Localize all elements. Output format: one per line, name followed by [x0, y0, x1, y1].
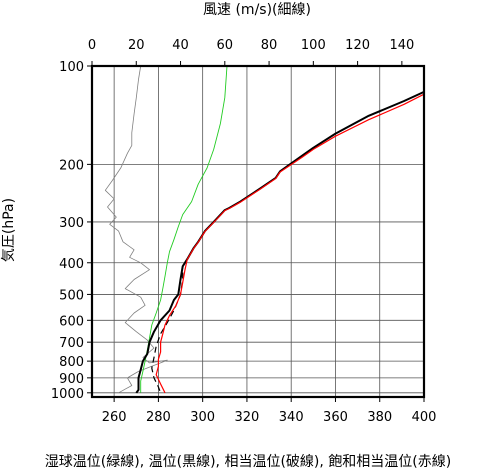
y-tick-label: 200 [59, 158, 84, 173]
y-tick-label: 400 [59, 257, 84, 272]
y-tick-label: 900 [59, 372, 84, 387]
x-top-tick-label: 20 [128, 38, 145, 53]
series-layer [104, 65, 425, 394]
x-bottom-tick-label: 380 [367, 410, 392, 425]
x-top-tick-label: 0 [88, 38, 96, 53]
top-axis-title: 風速 (m/s)(細線) [203, 2, 311, 18]
y-tick-label: 100 [59, 60, 84, 75]
x-bottom-tick-label: 400 [412, 410, 437, 425]
x-bottom-tick-label: 320 [235, 410, 260, 425]
x-top-tick-label: 80 [261, 38, 278, 53]
y-tick-label: 1000 [51, 387, 84, 402]
y-axis-title: 気圧(hPa) [1, 198, 17, 262]
x-bottom-tick-label: 360 [323, 410, 348, 425]
x-bottom-tick-label: 300 [190, 410, 215, 425]
x-top-tick-label: 40 [172, 38, 189, 53]
x-top-tick-label: 100 [301, 38, 326, 53]
y-tick-label: 300 [59, 216, 84, 231]
x-top-tick-label: 60 [217, 38, 234, 53]
y-tick-label: 500 [59, 288, 84, 303]
x-bottom-tick-label: 340 [279, 410, 304, 425]
x-bottom-tick-label: 260 [102, 410, 127, 425]
x-top-tick-label: 120 [345, 38, 370, 53]
y-tick-label: 700 [59, 336, 84, 351]
equivalent-potential-temp-line [151, 91, 425, 394]
x-top-tick-label: 140 [389, 38, 414, 53]
plot-frame [90, 64, 426, 399]
wet-bulb-potential-temp-line [140, 65, 228, 393]
y-tick-label: 600 [59, 314, 84, 329]
y-tick-label: 800 [59, 355, 84, 370]
saturated-equivalent-potential-temp-line [155, 93, 425, 394]
x-bottom-tick-label: 280 [146, 410, 171, 425]
x-axis-title: 湿球温位(緑線), 温位(黒線), 相当温位(破線), 飽和相当温位(赤線) [45, 453, 451, 470]
